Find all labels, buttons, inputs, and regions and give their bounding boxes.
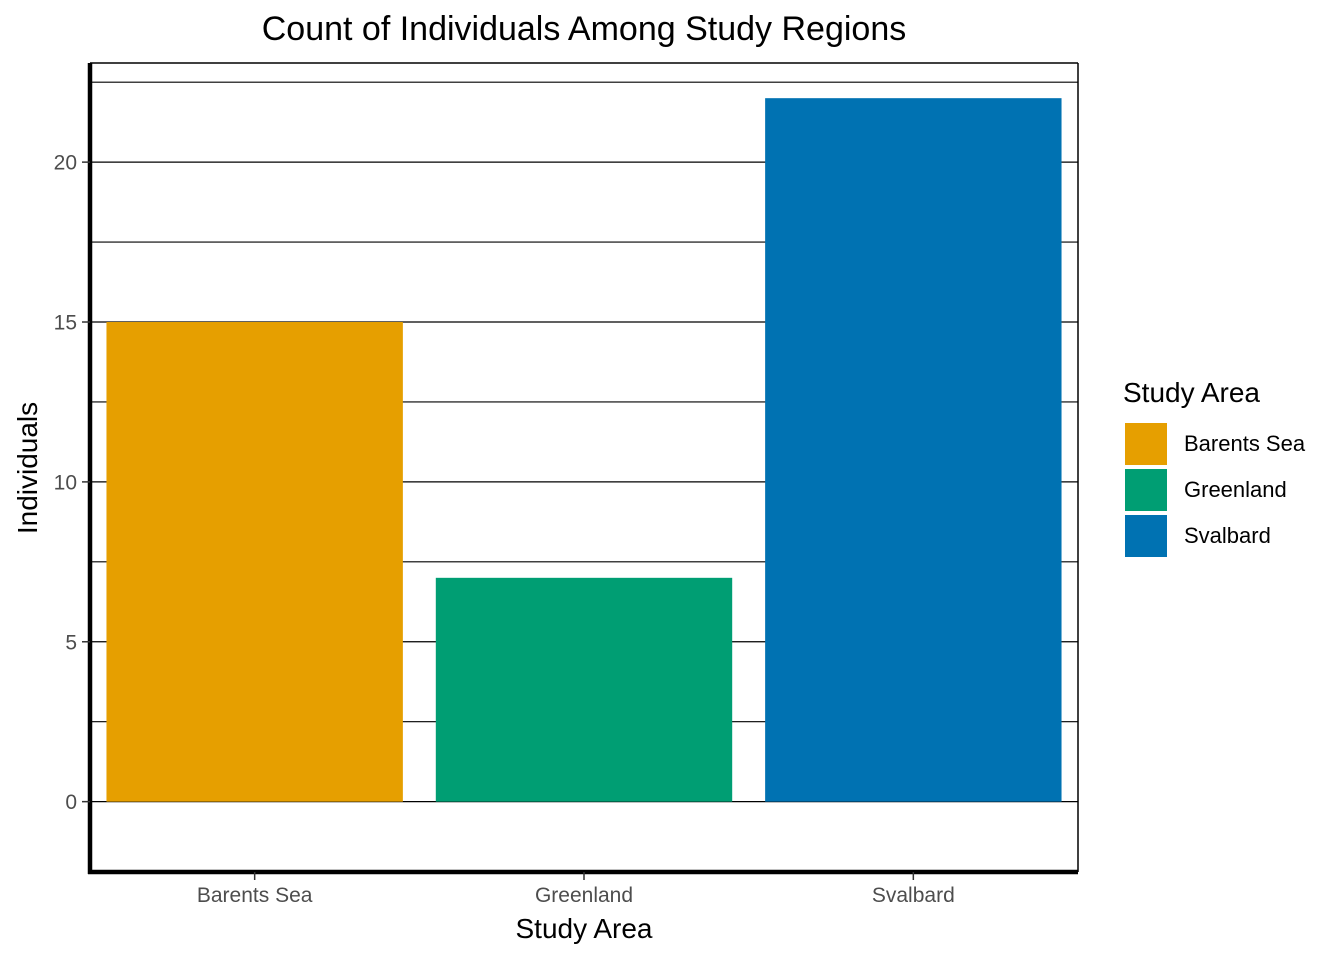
y-axis-title: Individuals — [12, 402, 43, 534]
chart-title: Count of Individuals Among Study Regions — [262, 10, 907, 48]
bars — [106, 98, 1062, 802]
legend-label: Barents Sea — [1184, 431, 1306, 456]
legend: Study Area Barents Sea Greenland Svalbard — [1123, 377, 1306, 557]
x-axis-title: Study Area — [516, 913, 653, 944]
y-tick-label: 15 — [54, 312, 77, 335]
bar-greenland — [435, 577, 733, 802]
x-tick-label: Greenland — [535, 884, 633, 907]
bar-svalbard — [765, 98, 1062, 802]
y-axis-ticks: 0 5 10 15 20 — [54, 152, 90, 814]
legend-key-barents-sea — [1125, 423, 1167, 465]
legend-key-greenland — [1125, 469, 1167, 511]
y-tick-label: 10 — [54, 471, 77, 494]
bar-barents-sea — [106, 322, 403, 802]
legend-label: Greenland — [1184, 477, 1287, 502]
legend-label: Svalbard — [1184, 523, 1271, 548]
legend-key-svalbard — [1125, 515, 1167, 557]
y-tick-label: 20 — [54, 152, 77, 175]
legend-title: Study Area — [1123, 377, 1260, 408]
y-tick-label: 0 — [65, 791, 77, 814]
x-axis-ticks: Barents Sea Greenland Svalbard — [197, 872, 955, 907]
x-tick-label: Barents Sea — [197, 884, 313, 907]
y-tick-label: 5 — [65, 631, 77, 654]
x-tick-label: Svalbard — [872, 884, 955, 907]
